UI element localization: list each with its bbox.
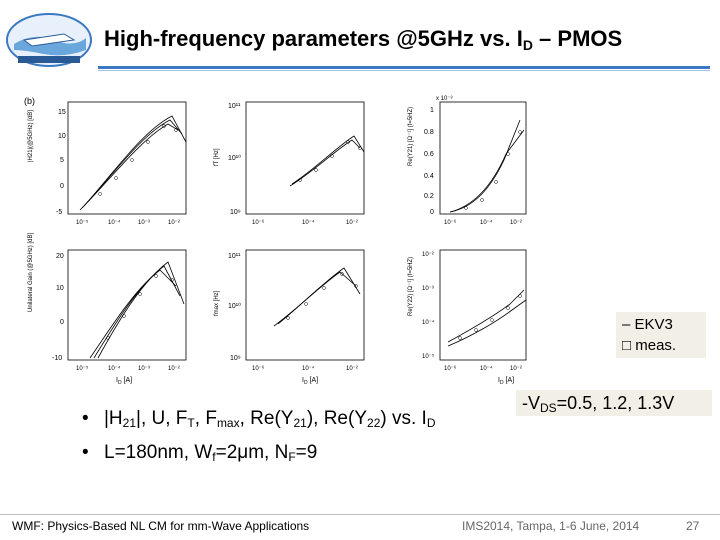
panel-rey21-ytick: 0.2 (424, 193, 434, 200)
bullet-geometry: • L=180nm, Wf=2μm, NF=9 (82, 442, 318, 464)
panel-rey21-ytick: 1 (430, 107, 434, 114)
panel-rey21-ytick: 0.8 (424, 129, 434, 136)
panel-h21-xtick: 10⁻⁴ (108, 219, 121, 226)
panel-h21-ytick: -5 (56, 209, 62, 216)
bullet-list: • |H21|, U, FT, Fmax, Re(Y21), Re(Y22) vs… (82, 404, 512, 472)
panel-h21-ytick: 15 (58, 109, 66, 116)
panel-ft: fT [Hz] 10¹¹ 10¹⁰ 10⁹ 10⁻⁶ 10⁻⁴ 10⁻² (214, 101, 365, 226)
title-divider-light (98, 70, 710, 71)
figure-panel-label: (b) (24, 96, 35, 106)
panel-rey21-ytick: 0 (430, 209, 434, 216)
panel-rey22-ylabel: Re(Y22) [Ω⁻¹] (f=5HZ) (408, 257, 414, 316)
figure-legend: – EKV3 □ meas. (616, 312, 706, 358)
panel-rey22-xtick: 10⁻⁶ (444, 365, 457, 372)
panel-fmax-ytick: 10⁹ (230, 355, 241, 362)
panel-fmax-ytick: 10¹⁰ (228, 302, 241, 310)
panel-fmax-ylabel: fmax [Hz] (214, 290, 220, 316)
panel-h21-ytick: 0 (60, 183, 64, 190)
panel-rey21-ytick: 0.6 (424, 151, 434, 158)
footer-title: WMF: Physics-Based NL CM for mm-Wave App… (12, 519, 310, 533)
title-divider (98, 66, 710, 69)
panel-rey21-ylabel: Re(Y21) [Ω⁻¹] (f=5HZ) (408, 107, 414, 166)
panel-h21-xtick: 10⁻² (168, 220, 180, 226)
panel-ft-ytick: 10¹¹ (228, 103, 241, 110)
panel-gain-xtick: 10⁻³ (138, 366, 150, 372)
panel-rey21-ytick: x 10⁻³ (436, 96, 453, 102)
panel-h21-xtick: 10⁻⁵ (76, 219, 89, 226)
panel-ft-ytick: 10⁹ (230, 209, 241, 216)
conference-logo (6, 13, 92, 67)
page-number: 27 (686, 519, 700, 533)
panel-gain-ytick: -10 (52, 355, 62, 362)
panel-gain-ytick: 0 (60, 319, 64, 326)
vds-conditions: -VDS=0.5, 1.2, 1.3V (516, 390, 712, 416)
panel-ft-ylabel: fT [Hz] (214, 148, 220, 166)
panel-rey22-ytick: 10⁻³ (422, 286, 434, 292)
panel-rey21-ytick: 0.4 (424, 173, 434, 180)
x-axis-label: ID [A] (302, 377, 318, 386)
panel-gain-xtick: 10⁻⁵ (76, 365, 89, 372)
panel-ft-xtick: 10⁻⁴ (302, 219, 315, 226)
panel-gain-ylabel: Unilateral Gain (@5GHz) [dB] (28, 233, 34, 312)
hf-parameters-figure: (b) |H21|(@5GHz) [dB] 15 10 5 0 -5 10⁻⁵ … (24, 96, 527, 386)
panel-h21-xtick: 10⁻³ (138, 220, 150, 226)
panel-rey21-xtick: 10⁻⁴ (480, 219, 493, 226)
panel-rey22-ytick: 10⁻⁵ (422, 353, 435, 360)
x-axis-label: ID [A] (116, 377, 132, 386)
panel-fmax: fmax [Hz] 10¹¹ 10¹⁰ 10⁹ 10⁻⁶ 10⁻⁴ 10⁻² (214, 249, 365, 372)
panel-rey22-ytick: 10⁻⁴ (422, 319, 435, 326)
panel-rey21-xtick: 10⁻² (510, 220, 522, 226)
panel-gain-xtick: 10⁻² (168, 366, 180, 372)
page-title: High-frequency parameters @5GHz vs. ID –… (104, 26, 623, 53)
panel-h21: |H21|(@5GHz) [dB] 15 10 5 0 -5 10⁻⁵ 10⁻⁴… (28, 101, 187, 226)
panel-h21-ytick: 10 (58, 133, 66, 140)
panel-rey21: Re(Y21) [Ω⁻¹] (f=5HZ) x 10⁻³ 1 0.8 0.6 0… (408, 96, 527, 226)
footer-conference: IMS2014, Tampa, 1-6 June, 2014 (462, 519, 640, 533)
legend-measured: □ meas. (622, 337, 677, 354)
panel-gain-xtick: 10⁻⁴ (108, 365, 121, 372)
panel-fmax-xtick: 10⁻⁶ (252, 365, 265, 372)
bullet-parameters: • |H21|, U, FT, Fmax, Re(Y21), Re(Y22) vs… (82, 408, 436, 430)
panel-rey22-xtick: 10⁻⁴ (480, 365, 493, 372)
panel-gain-ytick: 20 (56, 253, 64, 260)
panel-fmax-xtick: 10⁻⁴ (302, 365, 315, 372)
panel-rey22-xtick: 10⁻² (510, 366, 522, 372)
panel-fmax-ytick: 10¹¹ (228, 253, 241, 260)
panel-ft-ytick: 10¹⁰ (228, 154, 241, 162)
panel-gain-ytick: 10 (56, 285, 64, 292)
footer-divider (0, 514, 720, 515)
panel-rey21-xtick: 10⁻⁶ (444, 219, 457, 226)
panel-rey22-ytick: 10⁻² (422, 252, 434, 258)
panel-h21-ytick: 5 (60, 157, 64, 164)
panel-fmax-xtick: 10⁻² (346, 366, 358, 372)
legend-ekv3: – EKV3 (622, 316, 673, 333)
x-axis-label: ID [A] (498, 377, 514, 386)
panel-ft-xtick: 10⁻⁶ (252, 219, 265, 226)
panel-unilateral-gain: Unilateral Gain (@5GHz) [dB] 20 10 0 -10… (28, 233, 187, 372)
panel-rey22: Re(Y22) [Ω⁻¹] (f=5HZ) 10⁻² 10⁻³ 10⁻⁴ 10⁻… (408, 249, 527, 372)
panel-h21-ylabel: |H21|(@5GHz) [dB] (28, 110, 34, 162)
panel-ft-xtick: 10⁻² (346, 220, 358, 226)
